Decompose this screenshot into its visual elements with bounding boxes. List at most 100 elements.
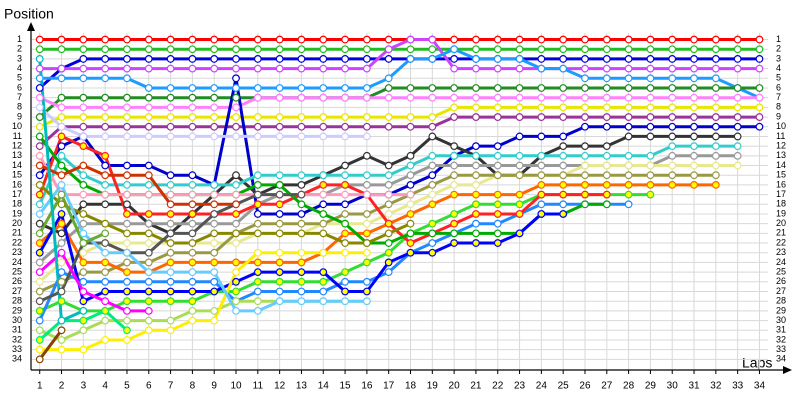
- y-tick-label-right: 20: [776, 218, 786, 228]
- data-point: [711, 113, 720, 121]
- y-tick-label-right: 33: [776, 344, 786, 354]
- data-point: [275, 35, 284, 44]
- data-point: [711, 93, 720, 102]
- data-point: [646, 113, 655, 121]
- data-point: [624, 45, 633, 54]
- data-point: [472, 55, 480, 63]
- data-point: [297, 277, 306, 286]
- data-point: [166, 258, 175, 267]
- data-point: [319, 248, 328, 257]
- data-point: [733, 113, 742, 121]
- data-point: [57, 200, 66, 209]
- data-point: [232, 35, 240, 44]
- data-point: [581, 171, 589, 180]
- data-point: [711, 55, 720, 63]
- data-point: [711, 84, 720, 92]
- data-point: [210, 103, 219, 112]
- data-point: [101, 190, 110, 199]
- data-point: [602, 122, 611, 131]
- data-point: [166, 287, 175, 296]
- data-point: [537, 45, 546, 54]
- data-point: [493, 142, 502, 151]
- data-point: [406, 219, 415, 228]
- data-point: [733, 142, 742, 151]
- data-point: [253, 200, 262, 209]
- data-point: [232, 277, 240, 286]
- data-point: [428, 190, 437, 199]
- data-point: [79, 171, 88, 180]
- data-point: [406, 122, 415, 131]
- data-point: [188, 316, 197, 325]
- data-point: [79, 316, 88, 325]
- data-point: [57, 132, 66, 141]
- data-point: [188, 93, 197, 102]
- data-point: [341, 64, 349, 73]
- data-point: [668, 64, 677, 73]
- data-point: [406, 200, 415, 209]
- data-point: [79, 122, 88, 131]
- data-point: [35, 355, 44, 364]
- data-point: [472, 84, 480, 92]
- data-point: [319, 122, 328, 131]
- y-tick-label: 10: [12, 121, 22, 131]
- data-point: [406, 248, 415, 257]
- data-point: [101, 161, 110, 170]
- data-point: [232, 258, 240, 267]
- data-point: [581, 55, 589, 63]
- x-tick-label: 8: [190, 381, 196, 392]
- data-point: [668, 84, 677, 92]
- y-axis-label: Position: [4, 6, 54, 22]
- data-point: [428, 113, 437, 121]
- data-point: [101, 287, 110, 296]
- data-point: [101, 103, 110, 112]
- data-point: [144, 210, 153, 218]
- data-point: [79, 345, 88, 354]
- data-point: [79, 219, 88, 228]
- data-point: [253, 210, 262, 218]
- data-point: [341, 55, 349, 63]
- data-point: [57, 190, 66, 199]
- data-point: [319, 113, 328, 121]
- data-point: [297, 229, 306, 238]
- data-point: [253, 45, 262, 54]
- data-point: [472, 142, 480, 151]
- data-point: [35, 297, 44, 306]
- data-point: [341, 219, 349, 228]
- y-tick-label: 31: [12, 325, 22, 335]
- data-point: [646, 84, 655, 92]
- x-tick-label: 6: [146, 381, 152, 392]
- data-point: [35, 268, 44, 277]
- data-point: [144, 45, 153, 54]
- data-point: [472, 219, 480, 228]
- data-point: [144, 181, 153, 189]
- data-point: [515, 45, 524, 54]
- data-point: [123, 316, 131, 325]
- x-axis-label: Laps: [742, 355, 772, 371]
- data-point: [362, 171, 371, 180]
- x-tick-label: 1: [37, 381, 43, 392]
- data-point: [602, 74, 611, 83]
- y-tick-label-right: 16: [776, 179, 786, 189]
- data-point: [493, 229, 502, 238]
- data-point: [210, 190, 219, 199]
- data-point: [123, 161, 131, 170]
- data-point: [166, 93, 175, 102]
- x-tick-label: 11: [253, 381, 264, 392]
- data-point: [57, 268, 66, 277]
- data-point: [515, 64, 524, 73]
- data-point: [188, 297, 197, 306]
- x-tick-label: 29: [645, 381, 657, 392]
- data-point: [581, 151, 589, 160]
- data-point: [101, 258, 110, 267]
- data-point: [79, 45, 88, 54]
- y-tick-label-right: 19: [776, 208, 786, 218]
- data-point: [581, 161, 589, 170]
- data-point: [559, 64, 568, 73]
- data-point: [384, 210, 393, 218]
- data-point: [537, 151, 546, 160]
- data-point: [515, 171, 524, 180]
- data-point: [690, 45, 698, 54]
- data-point: [232, 268, 240, 277]
- data-point: [232, 287, 240, 296]
- data-point: [341, 210, 349, 218]
